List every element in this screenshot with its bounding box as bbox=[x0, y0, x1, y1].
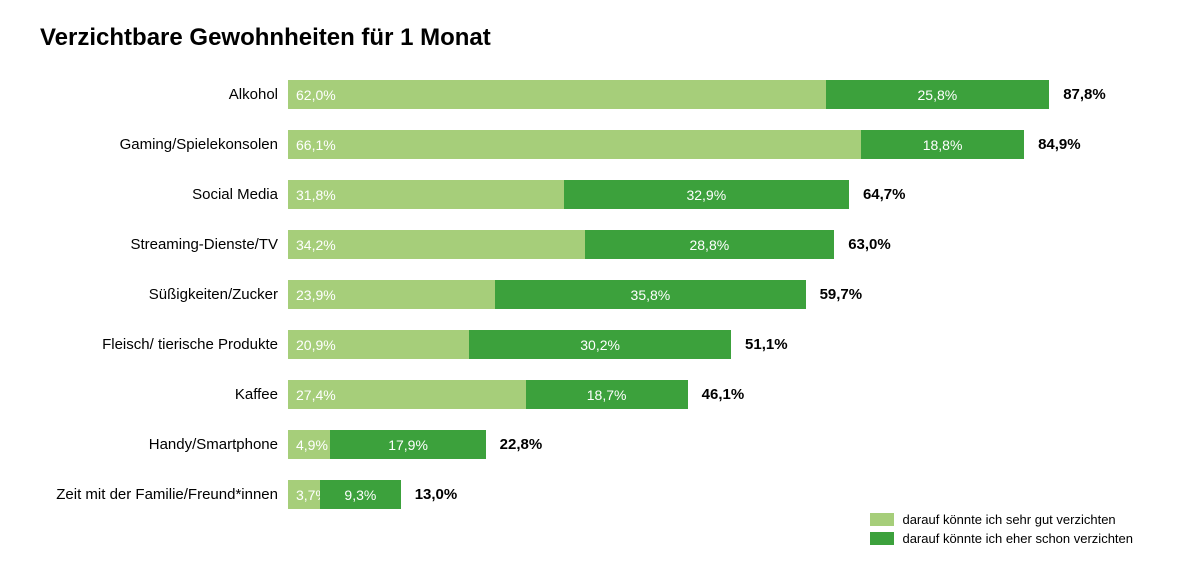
segment-value-2: 9,3% bbox=[344, 487, 376, 503]
chart-row: Streaming-Dienste/TV 34,2% 28,8% 63,0% bbox=[40, 230, 1153, 259]
category-label: Zeit mit der Familie/Freund*innen bbox=[40, 486, 288, 503]
chart-row: Alkohol 62,0% 25,8% 87,8% bbox=[40, 80, 1153, 109]
total-value: 13,0% bbox=[401, 486, 458, 503]
bar: 4,9% 17,9% bbox=[288, 430, 486, 459]
chart-row: Süßigkeiten/Zucker 23,9% 35,8% 59,7% bbox=[40, 280, 1153, 309]
legend: darauf könnte ich sehr gut verzichten da… bbox=[870, 512, 1133, 546]
segment-value-2: 28,8% bbox=[689, 237, 729, 253]
bar-wrapper: 20,9% 30,2% 51,1% bbox=[288, 330, 1153, 359]
bar-wrapper: 62,0% 25,8% 87,8% bbox=[288, 80, 1153, 109]
bar-segment-2: 17,9% bbox=[330, 430, 485, 459]
segment-value-1: 31,8% bbox=[296, 187, 336, 203]
chart-rows: Alkohol 62,0% 25,8% 87,8% Gaming/Spielekonso… bbox=[40, 80, 1153, 509]
total-value: 64,7% bbox=[849, 186, 906, 203]
category-label: Kaffee bbox=[40, 386, 288, 403]
segment-value-1: 4,9% bbox=[296, 437, 328, 453]
bar-wrapper: 23,9% 35,8% 59,7% bbox=[288, 280, 1153, 309]
category-label: Fleisch/ tierische Produkte bbox=[40, 336, 288, 353]
bar: 34,2% 28,8% bbox=[288, 230, 834, 259]
chart-container: Verzichtbare Gewohnheiten für 1 Monat Al… bbox=[0, 0, 1193, 588]
legend-item-1: darauf könnte ich sehr gut verzichten bbox=[870, 512, 1133, 527]
segment-value-1: 23,9% bbox=[296, 287, 336, 303]
bar-segment-2: 9,3% bbox=[320, 480, 401, 509]
bar: 23,9% 35,8% bbox=[288, 280, 806, 309]
legend-label-2: darauf könnte ich eher schon verzichten bbox=[902, 531, 1133, 546]
bar-wrapper: 27,4% 18,7% 46,1% bbox=[288, 380, 1153, 409]
category-label: Alkohol bbox=[40, 86, 288, 103]
chart-row: Zeit mit der Familie/Freund*innen3,7% 9,3… bbox=[40, 480, 1153, 509]
total-value: 87,8% bbox=[1049, 86, 1106, 103]
bar: 66,1% 18,8% bbox=[288, 130, 1024, 159]
total-value: 59,7% bbox=[806, 286, 863, 303]
segment-value-2: 18,7% bbox=[587, 387, 627, 403]
bar-segment-1: 27,4% bbox=[288, 380, 526, 409]
chart-title: Verzichtbare Gewohnheiten für 1 Monat bbox=[40, 24, 1153, 52]
category-label: Gaming/Spielekonsolen bbox=[40, 136, 288, 153]
chart-row: Fleisch/ tierische Produkte 20,9% 30,2% 51,… bbox=[40, 330, 1153, 359]
total-value: 84,9% bbox=[1024, 136, 1081, 153]
segment-value-2: 18,8% bbox=[923, 137, 963, 153]
bar: 62,0% 25,8% bbox=[288, 80, 1049, 109]
segment-value-1: 34,2% bbox=[296, 237, 336, 253]
segment-value-2: 30,2% bbox=[580, 337, 620, 353]
segment-value-2: 17,9% bbox=[388, 437, 428, 453]
bar-wrapper: 31,8% 32,9% 64,7% bbox=[288, 180, 1153, 209]
bar-wrapper: 34,2% 28,8% 63,0% bbox=[288, 230, 1153, 259]
category-label: Handy/Smartphone bbox=[40, 436, 288, 453]
bar-segment-2: 30,2% bbox=[469, 330, 731, 359]
bar-segment-1: 31,8% bbox=[288, 180, 564, 209]
category-label: Streaming-Dienste/TV bbox=[40, 236, 288, 253]
bar-segment-2: 18,7% bbox=[526, 380, 688, 409]
total-value: 22,8% bbox=[486, 436, 543, 453]
bar-wrapper: 4,9% 17,9% 22,8% bbox=[288, 430, 1153, 459]
legend-item-2: darauf könnte ich eher schon verzichten bbox=[870, 531, 1133, 546]
bar-wrapper: 3,7% 9,3% 13,0% bbox=[288, 480, 1153, 509]
chart-row: Gaming/Spielekonsolen 66,1% 18,8% 84,9% bbox=[40, 130, 1153, 159]
segment-value-2: 32,9% bbox=[686, 187, 726, 203]
category-label: Süßigkeiten/Zucker bbox=[40, 286, 288, 303]
bar-segment-1: 20,9% bbox=[288, 330, 469, 359]
segment-value-1: 27,4% bbox=[296, 387, 336, 403]
bar-segment-2: 32,9% bbox=[564, 180, 849, 209]
bar-wrapper: 66,1% 18,8% 84,9% bbox=[288, 130, 1153, 159]
bar-segment-2: 18,8% bbox=[861, 130, 1024, 159]
segment-value-2: 35,8% bbox=[631, 287, 671, 303]
bar: 31,8% 32,9% bbox=[288, 180, 849, 209]
segment-value-2: 25,8% bbox=[918, 87, 958, 103]
bar-segment-1: 34,2% bbox=[288, 230, 585, 259]
segment-value-1: 20,9% bbox=[296, 337, 336, 353]
bar-segment-1: 23,9% bbox=[288, 280, 495, 309]
bar-segment-2: 35,8% bbox=[495, 280, 805, 309]
legend-label-1: darauf könnte ich sehr gut verzichten bbox=[902, 512, 1115, 527]
legend-swatch-1 bbox=[870, 513, 894, 526]
total-value: 46,1% bbox=[688, 386, 745, 403]
bar-segment-1: 4,9% bbox=[288, 430, 330, 459]
segment-value-1: 62,0% bbox=[296, 87, 336, 103]
bar-segment-1: 3,7% bbox=[288, 480, 320, 509]
segment-value-1: 66,1% bbox=[296, 137, 336, 153]
chart-row: Social Media 31,8% 32,9% 64,7% bbox=[40, 180, 1153, 209]
bar: 3,7% 9,3% bbox=[288, 480, 401, 509]
bar: 20,9% 30,2% bbox=[288, 330, 731, 359]
legend-swatch-2 bbox=[870, 532, 894, 545]
chart-row: Handy/Smartphone 4,9% 17,9% 22,8% bbox=[40, 430, 1153, 459]
bar-segment-1: 66,1% bbox=[288, 130, 861, 159]
bar-segment-2: 25,8% bbox=[826, 80, 1050, 109]
chart-row: Kaffee 27,4% 18,7% 46,1% bbox=[40, 380, 1153, 409]
total-value: 63,0% bbox=[834, 236, 891, 253]
bar-segment-2: 28,8% bbox=[585, 230, 835, 259]
bar-segment-1: 62,0% bbox=[288, 80, 826, 109]
bar: 27,4% 18,7% bbox=[288, 380, 688, 409]
total-value: 51,1% bbox=[731, 336, 788, 353]
category-label: Social Media bbox=[40, 186, 288, 203]
